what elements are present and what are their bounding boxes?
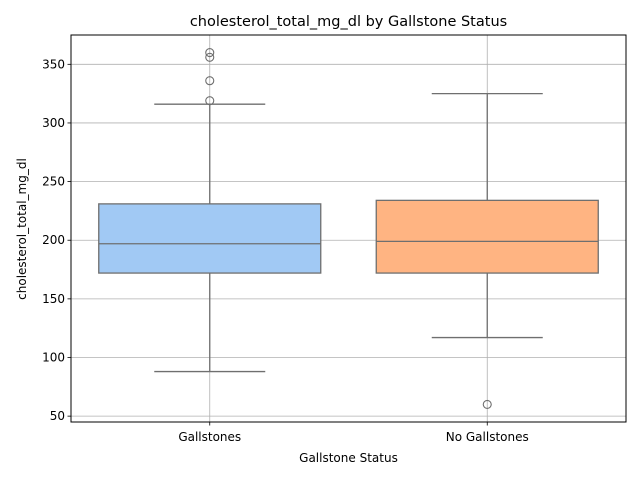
y-axis-ticks: 50 100 150 200 250 300 350 [42,57,71,423]
y-tick-label: 200 [42,233,65,247]
y-tick-label: 350 [42,57,65,71]
y-tick-label: 300 [42,116,65,130]
y-tick-label: 250 [42,175,65,189]
box-no-gallstones [375,92,599,409]
plot-frame [70,34,627,423]
x-tick-label: No Gallstones [446,430,529,444]
outlier-point [205,48,215,58]
y-axis-label: cholesterol_total_mg_dl [15,158,29,300]
y-tick-label: 50 [50,409,65,423]
chart-title: cholesterol_total_mg_dl by Gallstone Sta… [190,14,507,30]
x-tick-label: Gallstones [178,430,241,444]
outlier-point [205,52,215,62]
iqr-box [98,203,322,274]
outlier-point [205,76,215,86]
boxes [98,48,599,409]
x-axis-ticks: Gallstones No Gallstones [178,422,529,444]
y-tick-label: 150 [42,292,65,306]
iqr-box [375,199,599,274]
outlier-point [205,96,215,106]
y-tick-label: 100 [42,351,65,365]
box-gallstones [98,48,322,373]
outlier-point [482,399,492,409]
x-axis-label: Gallstone Status [299,451,398,465]
